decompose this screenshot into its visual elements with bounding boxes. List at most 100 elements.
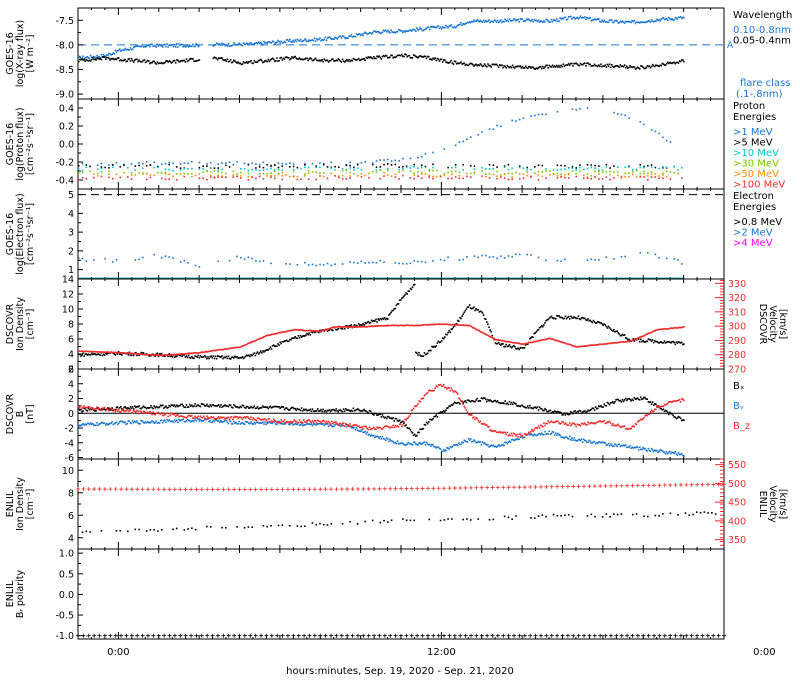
data-point — [409, 262, 412, 265]
data-point — [428, 28, 431, 31]
data-point — [602, 21, 604, 23]
data-point — [455, 324, 458, 326]
data-point — [478, 64, 481, 67]
data-point — [311, 263, 314, 266]
data-point — [134, 174, 137, 176]
data-point — [560, 341, 562, 343]
data-point — [544, 338, 546, 341]
data-point — [151, 420, 153, 422]
data-point — [122, 352, 124, 354]
data-point — [412, 54, 415, 56]
data-point — [251, 176, 253, 178]
data-point — [570, 15, 572, 18]
data-point — [404, 53, 406, 56]
data-point — [264, 335, 266, 338]
data-point — [359, 409, 361, 412]
data-point — [606, 327, 609, 329]
data-point — [90, 423, 93, 426]
data-point — [271, 421, 274, 423]
data-point — [100, 351, 103, 354]
data-point — [174, 355, 177, 358]
data-point — [660, 18, 663, 20]
data-point — [410, 288, 413, 291]
data-point — [255, 421, 258, 424]
data-point — [141, 60, 144, 63]
data-point — [620, 444, 623, 447]
data-point — [225, 44, 228, 46]
data-point — [506, 19, 509, 21]
data-point — [540, 325, 543, 327]
data-point — [83, 424, 85, 426]
data-point — [220, 404, 222, 406]
data-point — [130, 163, 133, 165]
data-point — [306, 329, 308, 332]
data-point — [181, 355, 183, 358]
data-point — [496, 342, 499, 345]
data-point — [449, 323, 452, 326]
data-point — [275, 41, 277, 44]
data-point — [353, 426, 356, 429]
data-point — [563, 16, 566, 19]
data-point — [360, 260, 363, 263]
data-point — [526, 171, 529, 174]
data-point — [186, 356, 189, 359]
data-point — [481, 397, 484, 400]
data-point — [167, 354, 169, 356]
data-point — [662, 177, 664, 179]
data-point — [142, 173, 144, 175]
data-point — [280, 422, 283, 425]
data-point — [437, 58, 440, 61]
data-point — [512, 439, 515, 441]
data-point — [640, 65, 642, 67]
data-point — [458, 171, 461, 174]
data-point — [575, 109, 578, 111]
data-point — [227, 347, 230, 350]
data-point — [411, 324, 414, 327]
data-point — [435, 26, 438, 29]
data-point — [662, 174, 664, 176]
data-point — [424, 55, 427, 58]
data-point — [504, 441, 506, 444]
data-point — [168, 161, 171, 164]
data-point — [579, 15, 582, 17]
data-point — [318, 410, 320, 412]
data-point — [80, 424, 82, 427]
data-point — [249, 355, 251, 358]
data-point — [571, 316, 573, 319]
data-point — [637, 21, 640, 24]
data-point — [462, 169, 464, 171]
data-point — [385, 55, 388, 57]
data-point — [305, 39, 307, 41]
data-point — [355, 59, 358, 61]
data-point — [375, 325, 377, 327]
data-point — [291, 406, 293, 409]
data-point — [105, 408, 108, 410]
data-point — [80, 350, 82, 353]
data-point — [535, 19, 538, 22]
data-point — [641, 340, 643, 343]
data-point — [192, 420, 194, 423]
data-point — [417, 354, 419, 356]
data-point — [135, 411, 137, 413]
data-point — [341, 35, 344, 37]
data-point — [222, 405, 224, 408]
data-point — [214, 405, 217, 407]
data-point — [234, 355, 236, 358]
data-point — [212, 355, 215, 357]
data-point — [375, 261, 378, 264]
data-point — [594, 19, 597, 21]
data-point — [384, 416, 387, 419]
data-point — [191, 420, 193, 422]
data-point — [199, 405, 202, 408]
data-point — [575, 17, 578, 20]
data-point — [420, 177, 423, 180]
data-point — [174, 420, 177, 423]
data-point — [88, 423, 91, 426]
data-point — [479, 19, 482, 22]
data-point — [290, 40, 292, 43]
data-point — [461, 315, 463, 317]
data-point — [174, 353, 177, 356]
data-point — [310, 39, 313, 42]
data-point — [181, 419, 183, 421]
data-point — [432, 151, 434, 154]
